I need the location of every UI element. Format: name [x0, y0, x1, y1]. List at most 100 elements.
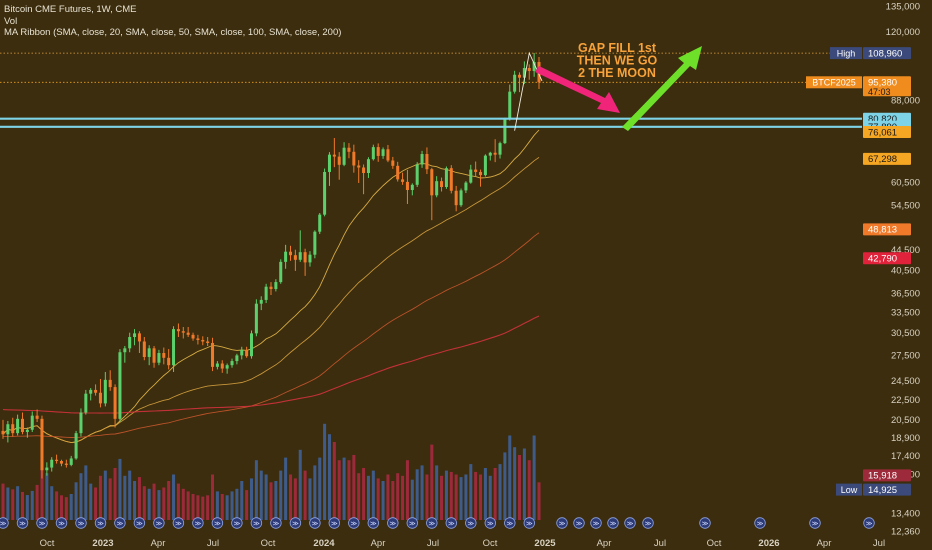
event-circle [642, 517, 654, 529]
candle-body [425, 154, 429, 170]
event-marker-icon[interactable]: ≫ [573, 517, 585, 529]
event-glyph: ≫ [194, 520, 201, 528]
candle-body [376, 147, 380, 156]
event-marker-icon[interactable]: ≫ [36, 517, 48, 529]
event-marker-icon[interactable]: ≫ [153, 517, 165, 529]
event-marker-icon[interactable]: ≫ [133, 517, 146, 529]
candle [308, 251, 312, 267]
volume-bar [459, 477, 463, 520]
event-circle [624, 517, 636, 529]
candle-body [245, 349, 249, 357]
event-marker-icon[interactable]: ≫ [231, 517, 243, 529]
event-marker-icon[interactable]: ≫ [590, 517, 602, 529]
price-tag-value: 14,925 [868, 485, 897, 496]
event-marker-icon[interactable]: ≫ [699, 517, 711, 529]
candle-body [469, 169, 473, 183]
event-marker-icon[interactable]: ≫ [0, 517, 9, 529]
candle [518, 72, 522, 93]
event-marker-icon[interactable]: ≫ [863, 517, 875, 529]
candle [79, 408, 83, 437]
candle-body [323, 171, 327, 215]
candle [371, 144, 375, 161]
candle [201, 336, 205, 346]
candle [279, 259, 283, 284]
event-marker-icon[interactable]: ≫ [55, 517, 68, 529]
volume-bar [20, 491, 24, 520]
event-marker-icon[interactable]: ≫ [387, 517, 399, 529]
candle-body [405, 181, 409, 191]
event-marker-icon[interactable]: ≫ [309, 517, 321, 529]
event-marker-icon[interactable]: ≫ [445, 517, 458, 529]
candle [103, 371, 107, 407]
volume-bar [181, 488, 185, 520]
event-marker-icon[interactable]: ≫ [328, 517, 341, 529]
volume-bar [25, 495, 29, 520]
event-marker-icon[interactable]: ≫ [556, 517, 568, 529]
candle-body [103, 379, 107, 404]
time-tick-label: Jul [654, 538, 666, 549]
candle [342, 142, 346, 167]
volume-bar [186, 491, 190, 520]
volume-bar [527, 460, 531, 520]
event-marker-icon[interactable]: ≫ [16, 517, 29, 529]
event-glyph: ≫ [97, 520, 104, 528]
price-axis: 135,000 120,000 88,000 60,500 54,500 44,500 40… [806, 1, 920, 537]
event-marker-icon[interactable]: ≫ [523, 517, 536, 529]
event-marker-icon[interactable]: ≫ [642, 517, 654, 529]
candle-body [279, 261, 283, 283]
event-marker-icon[interactable]: ≫ [114, 517, 126, 529]
event-circle [465, 517, 477, 529]
volume-bar [454, 474, 458, 520]
volume-bar [94, 487, 98, 520]
event-marker-icon[interactable]: ≫ [484, 517, 497, 529]
event-marker-icon[interactable]: ≫ [624, 517, 636, 529]
volume-bar [498, 464, 502, 520]
price-tag-bg [863, 126, 911, 138]
volume-bar [64, 497, 68, 520]
event-marker-icon[interactable]: ≫ [250, 517, 263, 529]
event-marker-icon[interactable]: ≫ [607, 517, 619, 529]
event-marker-icon[interactable]: ≫ [270, 517, 282, 529]
candle-body [357, 165, 361, 168]
candle [410, 183, 414, 196]
volume-bar [503, 452, 507, 520]
volume-bar [118, 458, 122, 520]
candle-body [50, 459, 54, 468]
event-marker-icon[interactable]: ≫ [367, 517, 380, 529]
candle [532, 53, 536, 77]
volume-bar [327, 434, 331, 520]
event-marker-icon[interactable]: ≫ [75, 517, 87, 529]
event-marker-icon[interactable]: ≫ [348, 517, 360, 529]
event-marker-icon[interactable]: ≫ [809, 517, 821, 529]
time-axis: Oct 2023 Apr Jul Oct 2024 Apr Jul Oct 2025 Apr Jul O… [40, 538, 885, 549]
candle [264, 283, 268, 304]
candle [376, 143, 380, 162]
volume-bar [386, 474, 390, 520]
candle-body [371, 147, 375, 160]
candle [440, 177, 444, 192]
event-circle [36, 517, 48, 529]
volume-bar [391, 481, 395, 520]
event-marker-icon[interactable]: ≫ [426, 517, 438, 529]
event-marker-icon[interactable]: ≫ [465, 517, 477, 529]
event-marker-icon[interactable]: ≫ [211, 517, 224, 529]
event-marker-icon[interactable]: ≫ [504, 517, 516, 529]
event-circle [699, 517, 711, 529]
event-marker-icon[interactable]: ≫ [192, 517, 204, 529]
event-glyph: ≫ [214, 520, 221, 528]
candle-body [479, 171, 483, 176]
event-markers[interactable]: ≫ ≫ ≫ ≫ ≫ ≫ ≫ ≫ ≫ ≫ ≫ ≫ ≫ ≫ ≫ ≫ ≫ ≫ ≫ ≫ ≫ ≫ ≫ ≫ ≫ ≫ ≫ ≫ ≫ ≫ ≫ ≫ ≫ ≫ ≫ ≫ ≫ ≫ [0, 517, 875, 529]
event-marker-icon[interactable]: ≫ [94, 517, 107, 529]
event-marker-icon[interactable]: ≫ [172, 517, 185, 529]
volume-bar [1, 483, 5, 520]
event-marker-icon[interactable]: ≫ [754, 517, 766, 529]
volume-bar [128, 470, 132, 520]
volume-bar [45, 473, 49, 520]
candle [113, 384, 117, 428]
event-marker-icon[interactable]: ≫ [406, 517, 419, 529]
event-marker-icon[interactable]: ≫ [289, 517, 302, 529]
event-circle [75, 517, 87, 529]
price-tag: Low 14,925 [836, 483, 911, 496]
